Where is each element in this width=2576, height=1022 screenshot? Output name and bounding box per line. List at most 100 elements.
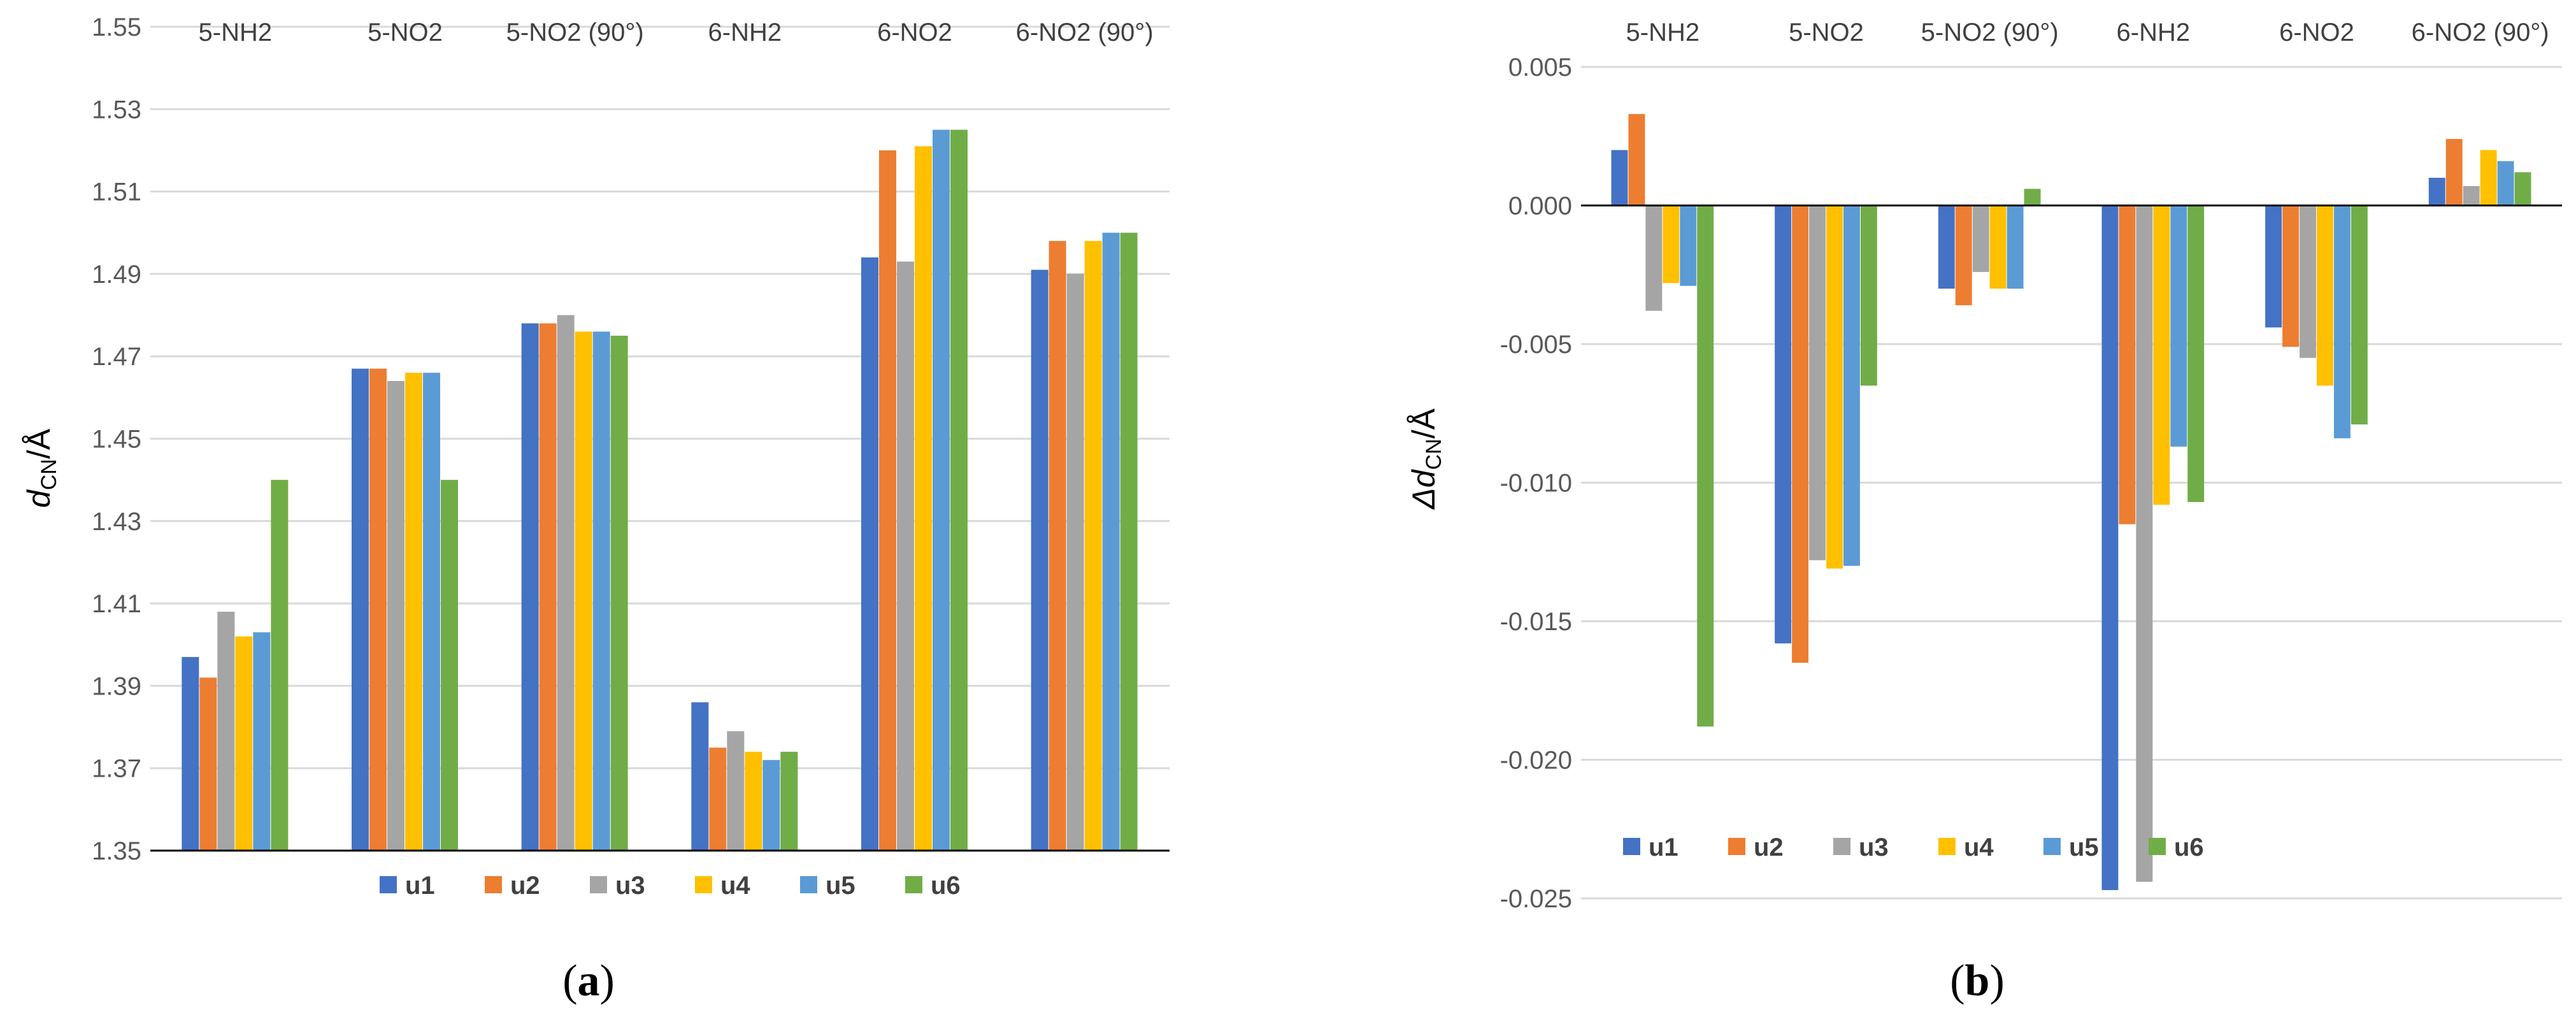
y-axis-title-b-main: Δd <box>1406 468 1442 510</box>
legend-swatch-u4 <box>1938 838 1956 855</box>
bar-u6-5 <box>2514 172 2531 206</box>
y-tick-label: 1.39 <box>92 672 141 700</box>
category-label: 5-NH2 <box>1626 18 1700 47</box>
bar-u4-2 <box>575 331 592 851</box>
bar-u3-3 <box>727 731 745 851</box>
y-tick-label: -0.005 <box>1500 331 1572 359</box>
bar-u6-4 <box>2351 205 2368 425</box>
y-axis-title-a: dCN/Å <box>21 428 61 508</box>
bar-u6-1 <box>441 480 458 851</box>
bar-u2-4 <box>2282 205 2300 347</box>
bar-u2-3 <box>709 747 727 851</box>
legend-label-u4: u4 <box>720 872 750 900</box>
legend-label-u3: u3 <box>1859 833 1889 861</box>
legend-label-u3: u3 <box>615 872 645 900</box>
y-tick-label: 1.53 <box>92 96 141 124</box>
bar-u6-1 <box>1860 205 1877 386</box>
y-tick-label: 1.49 <box>92 261 141 289</box>
bar-u5-0 <box>1680 205 1697 286</box>
bar-u1-3 <box>691 702 709 851</box>
bar-u3-0 <box>1645 205 1663 311</box>
y-axis-title-a-unit: /Å <box>21 428 57 459</box>
legend-a: u1 u2 u3 u4 u5 u6 <box>380 872 961 900</box>
legend-swatch-u2 <box>1728 838 1745 855</box>
legend-swatch-u2 <box>485 876 502 893</box>
bar-u5-2 <box>2007 205 2024 289</box>
bar-u4-3 <box>2153 205 2170 505</box>
bar-u5-5 <box>1102 233 1120 851</box>
chart-panel-a: 1.35 1.37 1.39 1.41 1.43 1.45 1.47 1.49 1.51 1.53… <box>21 13 1170 1005</box>
bar-u2-2 <box>539 323 557 851</box>
bar-u1-2 <box>1938 205 1955 289</box>
bar-u5-0 <box>253 632 271 851</box>
legend-swatch-u6 <box>905 876 922 893</box>
category-labels-b: 5-NH2 5-NO2 5-NO2 (90°) 6-NH2 6-NO2 6-NO2 (90… <box>1626 18 2549 47</box>
bar-u4-4 <box>2317 205 2333 386</box>
y-tick-label: 1.47 <box>92 343 141 371</box>
bar-u2-0 <box>1628 113 1645 206</box>
y-axis-title-a-sub: CN <box>37 459 61 490</box>
legend-label-u5: u5 <box>826 872 855 900</box>
bar-u6-3 <box>780 751 798 851</box>
y-tick-labels-b: -0.025 -0.020 -0.015 -0.010 -0.005 0.000 0.005 <box>1500 54 1572 913</box>
bar-u2-1 <box>369 368 387 851</box>
bar-u4-5 <box>2480 150 2497 206</box>
category-label: 6-NH2 <box>2117 18 2191 47</box>
category-label: 5-NO2 (90°) <box>1921 18 2059 47</box>
category-label: 5-NO2 <box>368 18 443 47</box>
category-label: 6-NO2 (90°) <box>1016 18 1154 47</box>
bar-u5-1 <box>1843 205 1860 566</box>
legend-label-u2: u2 <box>1754 833 1784 861</box>
legend-swatch-u5 <box>2043 838 2061 855</box>
bar-u6-0 <box>271 480 289 851</box>
y-tick-label: -0.025 <box>1500 885 1572 913</box>
legend-swatch-u1 <box>1623 838 1640 855</box>
bar-u5-3 <box>762 759 780 851</box>
bar-u3-4 <box>897 261 914 851</box>
y-axis-title-b: ΔdCN/Å <box>1406 408 1446 509</box>
legend-label-u6: u6 <box>931 872 961 900</box>
bar-u4-3 <box>745 751 762 851</box>
bar-u1-4 <box>2265 205 2282 327</box>
bar-u4-0 <box>235 636 253 851</box>
bar-u6-4 <box>950 129 968 851</box>
bar-u6-5 <box>1120 233 1138 851</box>
bar-u3-3 <box>2136 205 2153 882</box>
y-tick-label: 1.43 <box>92 508 141 536</box>
bar-u1-4 <box>861 257 878 851</box>
grid-lines-b <box>1581 66 2562 900</box>
category-label: 5-NO2 <box>1789 18 1864 47</box>
bar-u4-0 <box>1663 205 1680 284</box>
bar-u2-4 <box>879 150 896 851</box>
bar-u1-3 <box>2101 205 2119 890</box>
y-tick-label: 1.55 <box>92 13 141 41</box>
bar-u1-0 <box>182 657 199 851</box>
category-label: 6-NO2 <box>2279 18 2354 47</box>
panel-letter-a: a <box>578 956 600 1005</box>
legend-swatch-u5 <box>800 876 817 893</box>
y-tick-labels-a: 1.35 1.37 1.39 1.41 1.43 1.45 1.47 1.49 1.51 1.53… <box>92 13 141 865</box>
panel-letter-b: b <box>1965 956 1990 1005</box>
y-axis-title-b-sub: CN <box>1422 438 1446 470</box>
legend-swatch-u3 <box>590 876 607 893</box>
category-label: 6-NO2 <box>877 18 952 47</box>
bar-u4-1 <box>1826 205 1843 569</box>
legend-label-u4: u4 <box>1964 833 1994 861</box>
bar-u2-0 <box>199 677 217 851</box>
y-tick-label: -0.015 <box>1500 608 1572 636</box>
y-tick-label: 1.35 <box>92 837 141 865</box>
legend-label-u6: u6 <box>2174 833 2204 861</box>
y-tick-label: 0.000 <box>1508 192 1572 220</box>
bar-u1-2 <box>521 323 539 851</box>
legend-label-u1: u1 <box>1649 833 1678 861</box>
bar-u3-0 <box>217 612 235 851</box>
y-tick-label: 0.005 <box>1508 54 1572 82</box>
bar-u6-3 <box>2187 205 2205 502</box>
bar-u5-4 <box>933 129 950 851</box>
y-tick-label: 1.51 <box>92 178 141 206</box>
bars-b <box>1611 113 2531 890</box>
bar-u3-2 <box>557 315 575 851</box>
y-axis-title-b-unit: /Å <box>1406 408 1442 438</box>
bar-u1-0 <box>1611 150 1628 206</box>
